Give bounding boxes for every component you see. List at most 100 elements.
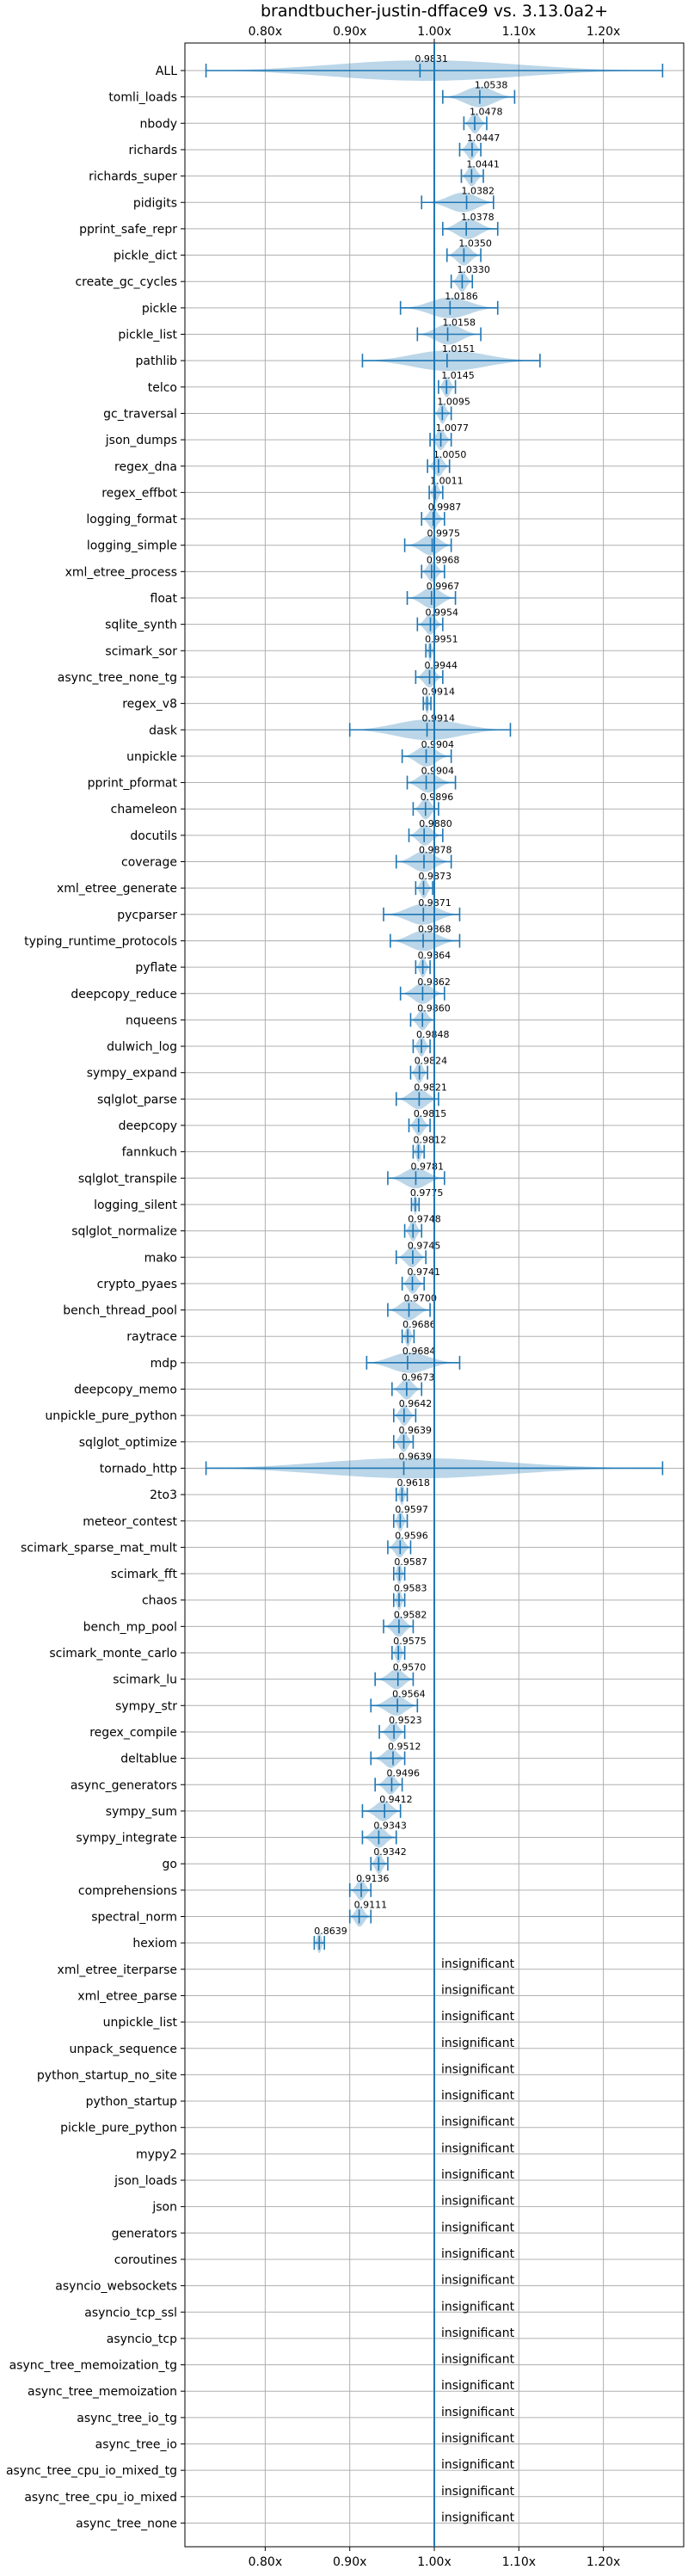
median-value-label: 0.9914 [422, 712, 456, 724]
median-value-label: 0.9639 [399, 1425, 433, 1436]
category-label: mypy2 [136, 2148, 177, 2161]
category-label: pyflate [135, 961, 177, 975]
median-value-label: 1.0011 [430, 475, 464, 486]
category-label: mdp [150, 1357, 178, 1371]
category-label: logging_simple [87, 539, 177, 553]
median-value-label: 0.9618 [396, 1477, 430, 1488]
median-value-label: 0.9821 [414, 1082, 447, 1093]
median-value-label: 1.0050 [433, 449, 467, 460]
median-value-label: 1.0478 [470, 106, 503, 117]
category-label: hexiom [132, 1937, 177, 1950]
median-value-label: 0.9967 [427, 581, 460, 592]
category-label: deepcopy [119, 1119, 177, 1133]
category-label: telco [148, 381, 177, 395]
median-value-label: 0.9880 [419, 818, 452, 829]
category-label: nbody [140, 117, 178, 131]
insignificant-label: insignificant [441, 1957, 515, 1971]
category-label: scimark_lu [113, 1673, 177, 1687]
category-label: sympy_integrate [76, 1832, 177, 1846]
category-label: typing_runtime_protocols [24, 934, 177, 948]
median-value-label: 0.9342 [373, 1846, 407, 1858]
x-tick-label-bottom: 0.90x [333, 2555, 366, 2569]
category-label: pycparser [117, 909, 177, 922]
category-label: xml_etree_generate [57, 882, 177, 896]
median-value-label: 0.9896 [421, 792, 453, 803]
insignificant-label: insignificant [441, 2511, 515, 2524]
category-label: coroutines [114, 2253, 177, 2267]
median-value-label: 0.9975 [427, 528, 461, 539]
insignificant-label: insignificant [441, 2089, 515, 2103]
median-value-label: 0.9343 [373, 1821, 407, 1832]
category-label: sympy_sum [106, 1805, 177, 1819]
category-label: json_loads [114, 2174, 177, 2188]
category-label: async_tree_none [76, 2517, 177, 2530]
median-value-label: 0.9987 [428, 502, 462, 513]
median-value-label: 1.0151 [442, 343, 476, 354]
insignificant-label: insignificant [441, 2168, 515, 2182]
median-value-label: 0.9575 [393, 1636, 427, 1647]
insignificant-label: insignificant [441, 2326, 515, 2340]
median-value-label: 0.9812 [414, 1135, 447, 1146]
median-value-label: 0.9944 [424, 660, 457, 671]
category-label: sympy_str [115, 1699, 177, 1713]
category-label: unpack_sequence [70, 2043, 177, 2056]
category-label: async_tree_memoization_tg [9, 2359, 177, 2373]
category-label: sqlite_synth [105, 619, 177, 632]
category-label: pickle_pure_python [60, 2122, 177, 2135]
median-value-label: 0.9781 [410, 1161, 444, 1172]
median-value-label: 1.0382 [462, 185, 495, 196]
category-label: bench_thread_pool [63, 1304, 177, 1318]
median-value-label: 0.9597 [395, 1504, 428, 1515]
insignificant-label: insignificant [441, 1983, 515, 1997]
median-value-label: 1.0158 [443, 317, 476, 329]
category-label: richards_super [89, 170, 177, 184]
median-value-label: 0.9583 [394, 1583, 427, 1594]
category-label: python_startup [86, 2095, 177, 2109]
median-value-label: 1.0441 [466, 159, 500, 170]
category-label: xml_etree_process [65, 565, 177, 579]
category-label: spectral_norm [91, 1911, 177, 1925]
insignificant-label: insignificant [441, 2116, 515, 2129]
category-label: coverage [121, 856, 177, 870]
category-label: xml_etree_parse [77, 1989, 177, 2003]
category-label: regex_dna [114, 460, 177, 474]
insignificant-label: insignificant [441, 2142, 515, 2155]
median-value-label: 0.9582 [394, 1609, 427, 1620]
category-label: asyncio_websockets [55, 2280, 177, 2294]
category-label: scimark_sparse_mat_mult [21, 1541, 177, 1555]
median-value-label: 0.9412 [379, 1794, 413, 1805]
category-label: deltablue [120, 1753, 177, 1766]
category-label: chameleon [111, 803, 177, 817]
category-label: sympy_expand [87, 1067, 177, 1081]
median-value-label: 1.0095 [437, 396, 470, 407]
x-tick-label-bottom: 1.10x [502, 2555, 536, 2569]
median-value-label: 0.9741 [408, 1266, 440, 1278]
category-label: regex_compile [89, 1726, 177, 1740]
insignificant-label: insignificant [441, 2406, 515, 2419]
median-value-label: 1.0186 [445, 291, 478, 302]
median-value-label: 0.9496 [386, 1767, 420, 1778]
category-label: meteor_contest [83, 1515, 177, 1529]
category-label: gc_traversal [103, 407, 177, 421]
category-label: sqlglot_normalize [71, 1225, 177, 1239]
median-value-label: 0.9748 [408, 1214, 441, 1225]
median-value-label: 0.9642 [399, 1398, 433, 1409]
median-value-label: 0.9904 [421, 766, 455, 777]
median-value-label: 0.9523 [389, 1715, 422, 1726]
category-label: unpickle_list [103, 2016, 178, 2030]
category-label: async_tree_none_tg [58, 671, 177, 685]
median-value-label: 0.9700 [404, 1293, 438, 1304]
insignificant-label: insignificant [441, 2274, 515, 2288]
category-label: async_generators [71, 1778, 177, 1792]
median-value-label: 0.9587 [394, 1556, 427, 1568]
category-label: generators [112, 2227, 177, 2240]
median-value-label: 1.0378 [461, 212, 494, 223]
median-value-label: 0.9815 [414, 1108, 447, 1119]
category-label: logging_silent [94, 1199, 177, 1212]
median-value-label: 0.9951 [425, 633, 458, 644]
median-value-label: 0.9954 [425, 607, 458, 619]
category-label: tornado_http [100, 1462, 177, 1476]
category-label: regex_v8 [122, 698, 177, 712]
